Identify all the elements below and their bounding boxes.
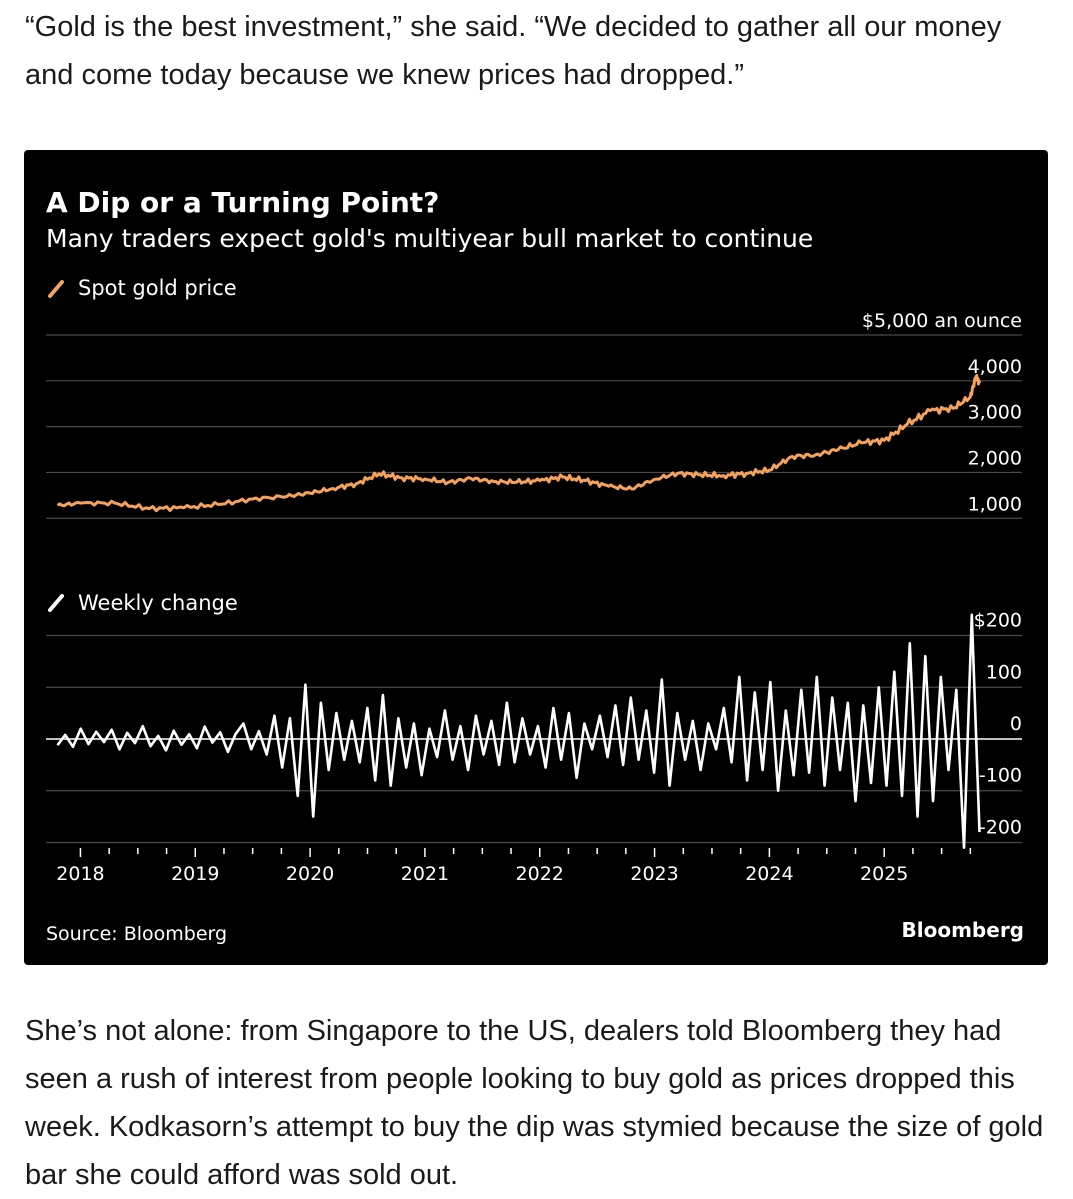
chart-title: A Dip or a Turning Point? — [46, 186, 439, 219]
x-tick-label: 2021 — [401, 863, 449, 885]
price-tick-label: 4,000 — [968, 356, 1022, 378]
change-tick-label: 0 — [1010, 713, 1022, 735]
change-tick-label: $200 — [974, 610, 1022, 632]
x-axis: 2018 2019 2020 2021 2022 2023 2024 2025 — [56, 848, 972, 885]
change-tick-label: -200 — [979, 816, 1022, 838]
chart-card: A Dip or a Turning Point? Many traders e… — [24, 150, 1048, 965]
legend-swatch-gold-icon — [48, 280, 64, 298]
legend-spot-gold: Spot gold price — [48, 276, 237, 300]
article-paragraph-continuation: She’s not alone: from Singapore to the U… — [25, 1015, 1044, 1191]
legend-label-weekly-change: Weekly change — [78, 591, 238, 615]
x-tick-label: 2023 — [630, 863, 678, 885]
chart-canvas: A Dip or a Turning Point? Many traders e… — [46, 186, 1024, 945]
price-tick-label: 1,000 — [968, 493, 1022, 515]
article-paragraph-quote: “Gold is the best investment,” she said.… — [25, 11, 1002, 91]
price-tick-label: $5,000 an ounce — [862, 310, 1022, 332]
change-tick-label: -100 — [979, 765, 1022, 787]
change-panel: -200 -100 0 100 $200 — [46, 610, 1022, 849]
chart-source: Source: Bloomberg — [46, 923, 227, 945]
legend-weekly-change: Weekly change — [48, 591, 238, 615]
x-tick-label: 2020 — [286, 863, 334, 885]
bloomberg-logo: Bloomberg — [902, 918, 1024, 942]
x-tick-label: 2018 — [56, 863, 104, 885]
price-panel: 1,000 2,000 3,000 4,000 $5,000 an ounce — [46, 310, 1022, 519]
spot-gold-price-line — [56, 374, 981, 513]
x-tick-label: 2024 — [745, 863, 793, 885]
price-tick-label: 2,000 — [968, 447, 1022, 469]
x-tick-label: 2022 — [516, 863, 564, 885]
price-tick-label: 3,000 — [968, 402, 1022, 424]
weekly-change-line — [56, 613, 981, 849]
x-tick-label: 2019 — [171, 863, 219, 885]
legend-swatch-weekly-icon — [48, 594, 64, 612]
change-tick-label: 100 — [986, 661, 1022, 683]
chart-subtitle: Many traders expect gold's multiyear bul… — [46, 224, 813, 253]
x-tick-label: 2025 — [860, 863, 908, 885]
legend-label-spot-gold: Spot gold price — [78, 276, 237, 300]
